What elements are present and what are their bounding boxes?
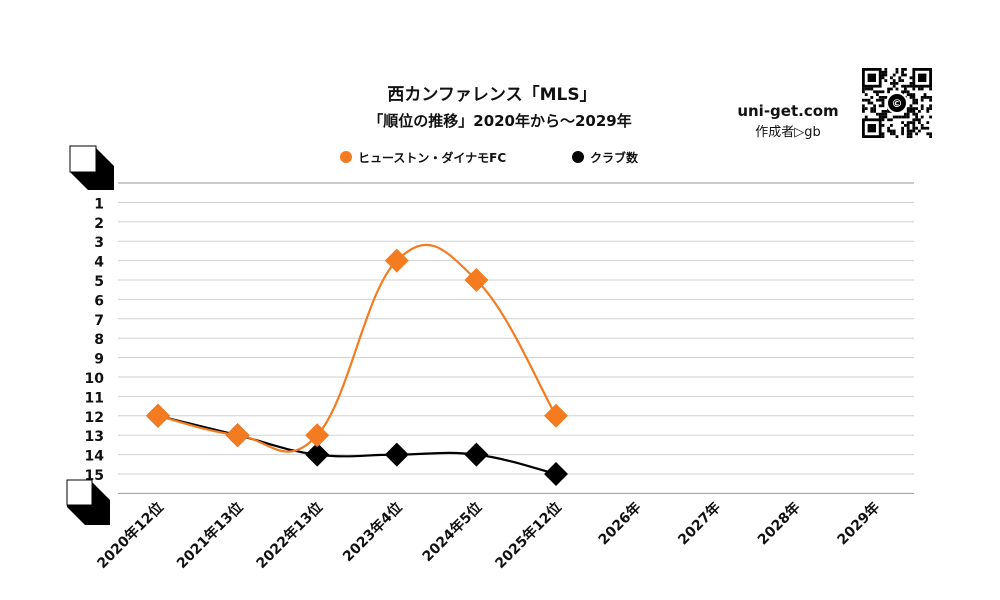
corner-decoration-top: [69, 145, 114, 190]
legend-swatch-houston: [340, 151, 352, 163]
y-tick-label: 14: [85, 449, 105, 465]
x-tick-label: 2028年: [754, 499, 803, 548]
y-tick-label: 2: [94, 216, 104, 232]
y-tick-label: 5: [94, 274, 104, 290]
data-point: [544, 462, 568, 486]
data-point: [464, 442, 489, 467]
x-tick-label: 2029年: [834, 499, 883, 548]
y-tick-label: 10: [85, 371, 105, 387]
y-tick-label: 11: [85, 390, 104, 406]
data-point: [384, 442, 409, 467]
series-lines: [157, 243, 557, 476]
data-point: [384, 248, 409, 273]
corner-decoration-bottom: [66, 479, 110, 525]
x-axis-ticks: 2020年12位 2021年13位 2022年13位 2023年4位 2024年5位 20…: [94, 499, 884, 572]
qr-code: ©: [862, 68, 932, 138]
y-tick-label: 8: [94, 332, 104, 348]
site-label: uni-get.com: [737, 102, 838, 120]
x-tick-label: 2023年4位: [339, 499, 405, 565]
y-tick-label: 12: [85, 410, 104, 426]
chart-title: 西カンファレンス「MLS」: [387, 84, 596, 105]
y-tick-label: 9: [94, 352, 104, 368]
legend-label-clubs: クラブ数: [590, 150, 639, 165]
y-tick-label: 13: [85, 429, 104, 445]
x-tick-label: 2022年13位: [253, 499, 326, 572]
x-tick-label: 2024年5位: [419, 499, 485, 565]
data-point: [305, 442, 330, 467]
x-tick-label: 2027年: [675, 499, 724, 548]
chart-subtitle: 「順位の推移」2020年から～2029年: [368, 112, 632, 130]
y-tick-label: 6: [94, 293, 104, 309]
grid-lines: [118, 182, 914, 494]
x-tick-label: 2025年12位: [492, 499, 565, 572]
data-point: [464, 268, 489, 292]
y-tick-label: 1: [94, 196, 104, 212]
data-point: [146, 403, 170, 428]
y-tick-label: 7: [94, 313, 104, 329]
author-label: 作成者▷gb: [755, 125, 821, 140]
data-point: [225, 423, 250, 448]
y-tick-label: 4: [94, 255, 104, 271]
legend-swatch-clubs: [572, 151, 584, 163]
data-point: [305, 423, 330, 448]
series-line: [157, 414, 557, 476]
legend-label-houston: ヒューストン・ダイナモFC: [358, 150, 506, 165]
legend: ヒューストン・ダイナモFC クラブ数: [340, 150, 639, 165]
series-line: [157, 243, 557, 453]
x-tick-label: 2021年13位: [173, 499, 246, 572]
x-tick-label: 2026年: [595, 499, 644, 548]
data-point: [544, 403, 568, 428]
series-markers: [146, 248, 568, 486]
y-tick-label: 3: [94, 235, 104, 251]
svg-text:©: ©: [892, 97, 903, 110]
